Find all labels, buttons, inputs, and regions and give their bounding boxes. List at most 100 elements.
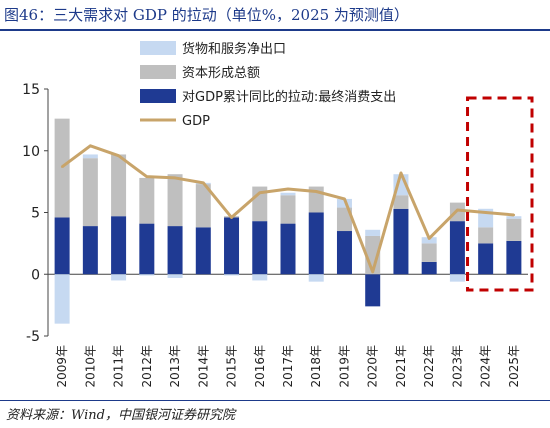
x-tick-label: 2013年	[168, 345, 182, 388]
bar-net_exports	[506, 216, 522, 219]
bar-net_exports	[449, 274, 465, 282]
bar-net_exports	[224, 274, 240, 276]
x-tick-label: 2021年	[394, 345, 408, 388]
bar-consumption	[478, 243, 494, 275]
gdp-point	[399, 171, 403, 175]
x-tick-label: 2010年	[83, 345, 97, 388]
bar-capital	[421, 243, 437, 262]
legend-label: 货物和服务净出口	[182, 41, 286, 57]
bar-net_exports	[111, 274, 127, 281]
chart-title: 图46：三大需求对 GDP 的拉动（单位%，2025 为预测值）	[4, 6, 409, 24]
bar-capital	[195, 184, 211, 228]
forecast-dashed-box	[466, 96, 534, 292]
gdp-point	[427, 237, 431, 240]
title-divider	[0, 29, 550, 31]
bar-capital	[393, 195, 409, 209]
gdp-point	[145, 175, 149, 178]
bar-consumption	[280, 223, 296, 275]
legend-label: GDP	[182, 114, 210, 129]
y-tick-label: -5	[26, 329, 40, 345]
bar-capital	[506, 218, 522, 241]
x-tick-label: 2018年	[309, 345, 323, 388]
bar-net_exports	[365, 229, 381, 236]
bar-capital	[139, 177, 155, 224]
y-tick-label: 0	[31, 267, 40, 283]
gdp-point	[117, 154, 120, 157]
x-tick-labels: 2009年 2010年 2011年 2012年 2013年 2014年 2015年 2016年…	[55, 345, 521, 388]
bar-capital	[478, 227, 494, 244]
bar-consumption	[365, 274, 381, 307]
bar-consumption	[506, 240, 522, 275]
gdp-point	[512, 213, 516, 217]
bar-net_exports	[280, 192, 296, 196]
x-tick-label: 2023年	[450, 345, 464, 388]
source-note: 资料来源：Wind，中国银河证券研究院	[6, 408, 235, 423]
bar-capital	[54, 118, 70, 218]
bar-consumption	[336, 231, 352, 275]
bar-capital	[111, 154, 127, 217]
bar-net_exports	[421, 237, 437, 244]
gdp-point	[60, 165, 64, 169]
x-tick-label: 2012年	[140, 345, 154, 388]
bar-consumption	[449, 221, 465, 275]
gdp-point	[286, 187, 290, 191]
gdp-point	[258, 191, 261, 194]
x-tick-label: 2025年	[507, 345, 521, 388]
gdp-point	[89, 144, 92, 148]
bar-net_exports	[54, 274, 70, 324]
bar-consumption	[111, 216, 127, 275]
x-tick-label: 2017年	[281, 345, 295, 388]
footer-divider	[0, 400, 550, 401]
gdp-point	[315, 190, 318, 193]
bar-consumption	[167, 226, 183, 275]
gdp-point	[343, 197, 346, 201]
bar-consumption	[393, 208, 409, 275]
gdp-point	[456, 208, 459, 212]
x-tick-label: 2014年	[196, 345, 210, 388]
x-tick-label: 2022年	[422, 345, 436, 388]
bar-consumption	[195, 227, 211, 275]
bar-net_exports	[336, 198, 352, 208]
bar-consumption	[224, 217, 240, 275]
bar-consumption	[139, 223, 155, 275]
x-tick-label: 2020年	[366, 345, 380, 388]
y-tick-label: 5	[31, 206, 40, 222]
gdp-point	[484, 211, 487, 214]
gdp-line-group	[60, 144, 516, 274]
forecast-highlight	[466, 96, 534, 292]
bar-net_exports	[82, 154, 98, 159]
bar-consumption	[421, 261, 437, 275]
bar-net_exports	[167, 274, 183, 278]
legend-label: 对GDP累计同比的拉动:最终消费支出	[182, 89, 396, 105]
bar-consumption	[54, 217, 70, 275]
gdp-point	[230, 216, 233, 219]
bar-consumption	[82, 226, 98, 275]
bar-capital	[82, 158, 98, 227]
chart-canvas: 2009年 2010年 2011年 2012年 2013年 2014年 2015年 2016年…	[22, 41, 534, 388]
x-tick-label: 2019年	[337, 345, 351, 388]
bar-capital	[336, 207, 352, 232]
x-tick-label: 2015年	[225, 345, 239, 388]
bar-capital	[280, 195, 296, 224]
legend-swatch	[140, 65, 176, 79]
bar-consumption	[252, 221, 268, 275]
x-tick-label: 2024年	[479, 345, 493, 388]
gdp-point	[371, 270, 374, 273]
gdp-point	[173, 176, 177, 180]
x-tick-label: 2011年	[112, 345, 126, 388]
y-tick-label: 10	[22, 144, 40, 160]
bar-net_exports	[308, 274, 324, 282]
legend-label: 资本形成总额	[182, 66, 260, 81]
bars-group	[54, 118, 522, 324]
bar-capital	[167, 174, 183, 227]
gdp-point	[202, 181, 205, 185]
bar-consumption	[308, 212, 324, 275]
y-tick-label: 15	[22, 82, 40, 98]
x-tick-label: 2009年	[55, 345, 69, 388]
legend-swatch	[140, 89, 176, 103]
x-tick-label: 2016年	[253, 345, 267, 388]
bar-net_exports	[252, 274, 268, 281]
legend-swatch	[140, 41, 176, 55]
bar-net_exports	[139, 274, 155, 276]
